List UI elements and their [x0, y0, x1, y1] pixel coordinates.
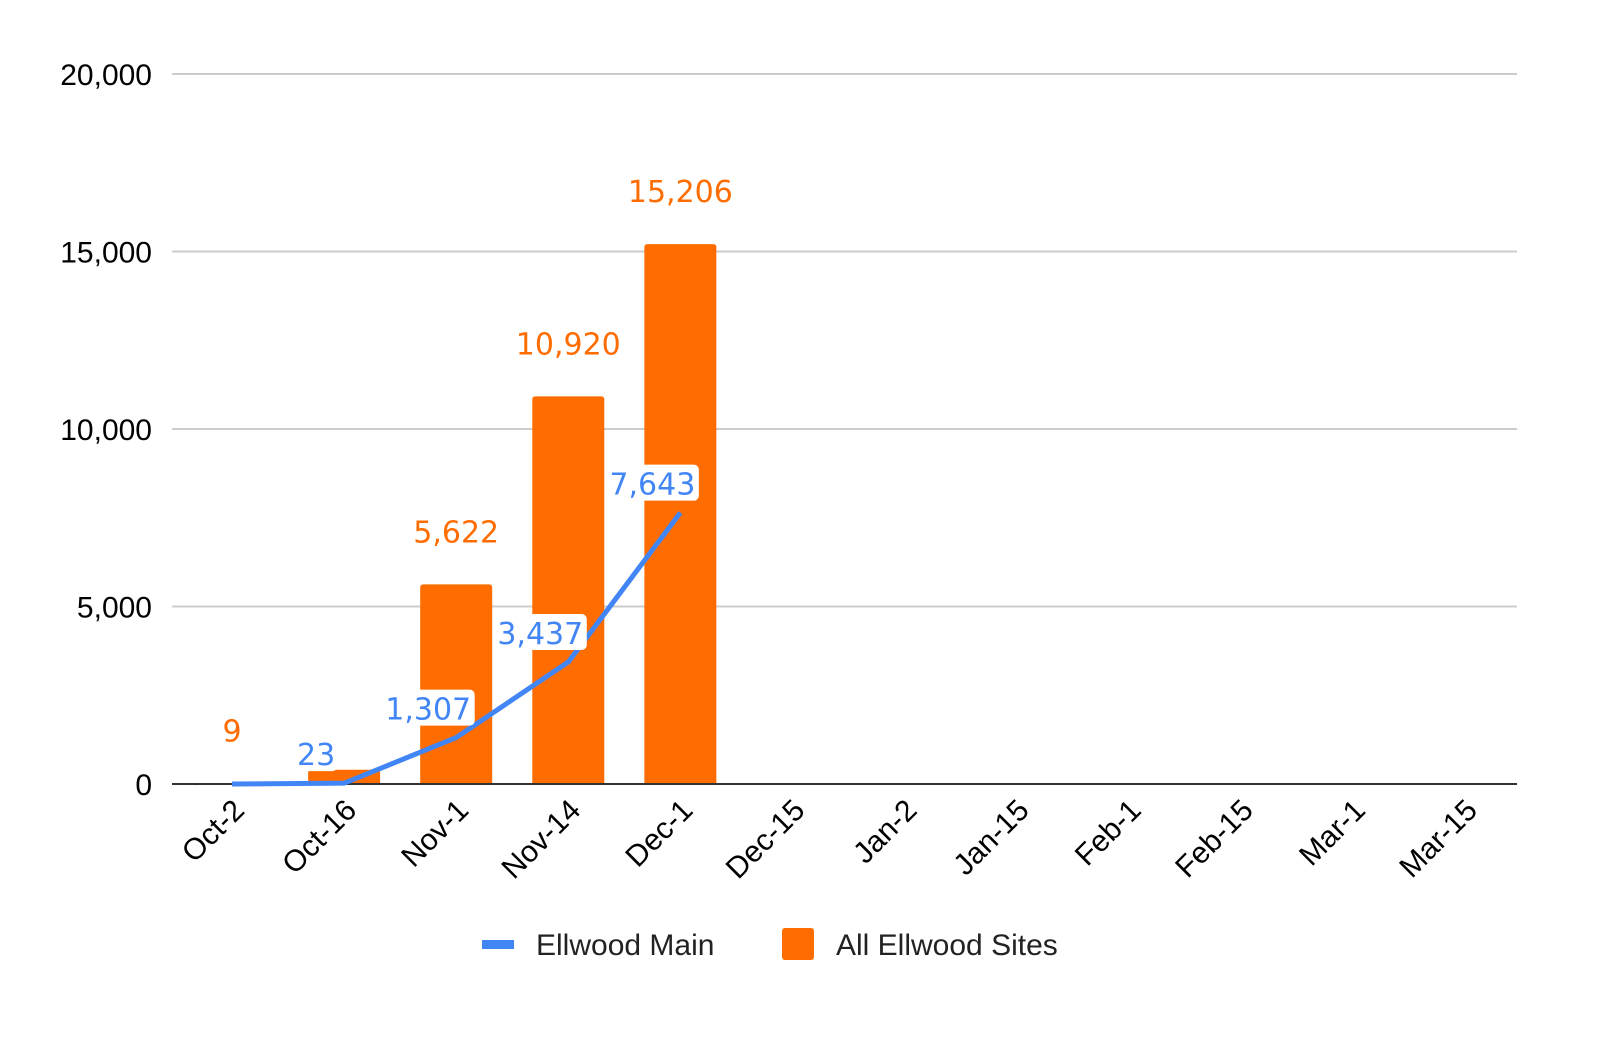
y-tick-label: 10,000	[60, 414, 152, 447]
bar-data-label: 15,206	[628, 175, 733, 210]
y-tick-label: 0	[135, 769, 152, 802]
x-tick-label: Feb-1	[1069, 794, 1148, 873]
bar-data-label: 10,920	[516, 327, 621, 362]
line-label-bg	[295, 735, 338, 772]
y-tick-label: 5,000	[77, 592, 152, 625]
x-tick-label: Mar-15	[1393, 794, 1484, 885]
x-tick-label: Oct-2	[176, 794, 251, 869]
legend-line-swatch	[482, 940, 514, 949]
x-tick-label: Feb-15	[1169, 794, 1260, 885]
legend-label-all-ellwood-sites: All Ellwood Sites	[836, 929, 1058, 962]
legend-label-ellwood-main: Ellwood Main	[536, 929, 714, 962]
x-tick-label: Jan-15	[947, 794, 1035, 882]
legend-bar-swatch	[782, 928, 814, 960]
y-tick-label: 20,000	[60, 59, 152, 92]
line-data-label: 7,643	[609, 468, 695, 503]
line-label-bg	[605, 464, 699, 501]
line-data-label: 3,437	[497, 617, 583, 652]
line-label-bg	[493, 613, 587, 650]
bar-nov-1	[420, 584, 493, 784]
x-tick-label: Nov-1	[395, 794, 475, 874]
bar-nov-14	[532, 396, 605, 784]
line-label-bg	[381, 689, 475, 726]
x-tick-label: Mar-1	[1293, 794, 1372, 873]
bar-data-label: 5,622	[413, 515, 499, 550]
bar-data-label: 9	[222, 715, 241, 750]
line-data-label: 23	[297, 738, 335, 773]
x-tick-label: Jan-2	[847, 794, 923, 870]
x-tick-label: Nov-14	[496, 794, 588, 886]
x-tick-label: Dec-1	[619, 794, 699, 874]
line-data-label: 1,307	[385, 693, 471, 728]
line-ellwood-main	[232, 511, 683, 787]
x-tick-label: Oct-16	[276, 794, 363, 881]
x-tick-label: Dec-15	[720, 794, 812, 886]
y-tick-label: 15,000	[60, 237, 152, 270]
